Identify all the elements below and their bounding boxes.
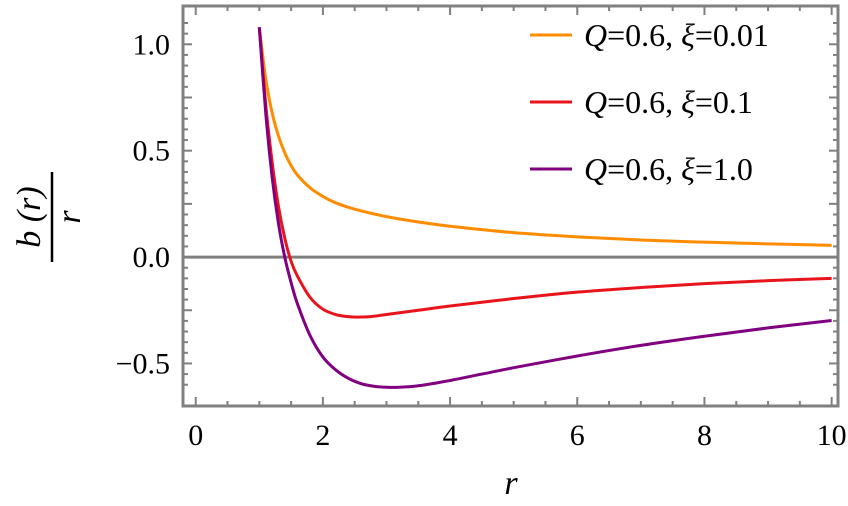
y-axis-title: b (r) r (11, 172, 88, 262)
y-tick-label: 1.0 (133, 28, 171, 61)
legend-label: Q=0.6, ξ=0.01 (584, 17, 769, 53)
x-axis-title: r (504, 465, 518, 502)
x-tick-label: 0 (188, 419, 203, 452)
legend: Q=0.6, ξ=0.01 Q=0.6, ξ=0.1 Q=0.6, ξ=1.0 (530, 17, 769, 187)
curves (257, 27, 832, 389)
x-tick-label: 4 (443, 419, 458, 452)
axis-ticks (183, 6, 838, 406)
series-line-0 (257, 27, 832, 247)
x-tick-label: 10 (817, 419, 847, 452)
tick-labels: 0 2 4 6 8 10 −0.5 0.0 0.5 1.0 (116, 28, 847, 452)
y-axis-title-denominator: r (51, 210, 88, 224)
y-tick-label: 0.0 (133, 241, 171, 274)
series-line-2 (257, 27, 832, 389)
x-tick-label: 8 (697, 419, 712, 452)
x-tick-label: 2 (315, 419, 330, 452)
y-tick-label: 0.5 (133, 135, 171, 168)
legend-label: Q=0.6, ξ=0.1 (584, 84, 753, 120)
plot-frame (181, 4, 840, 408)
y-axis-title-numerator: b (r) (11, 186, 48, 247)
y-tick-label: −0.5 (116, 347, 170, 380)
legend-label: Q=0.6, ξ=1.0 (584, 151, 753, 187)
x-tick-label: 6 (570, 419, 585, 452)
series-line-1 (257, 27, 832, 319)
